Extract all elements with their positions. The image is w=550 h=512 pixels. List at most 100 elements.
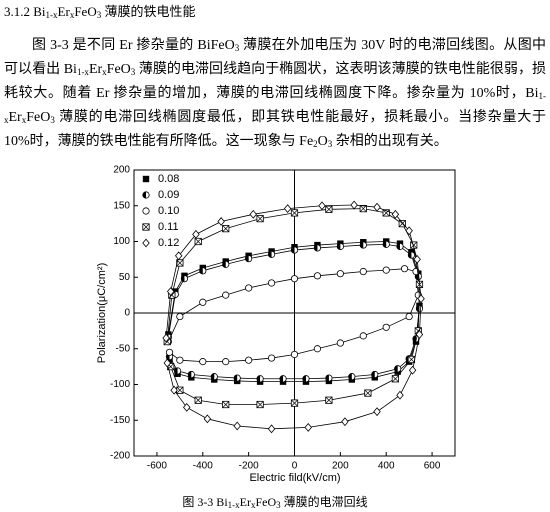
subscript: 3 xyxy=(327,139,333,149)
marker xyxy=(325,374,333,382)
marker xyxy=(313,345,322,353)
x-tick-label: -600 xyxy=(147,461,167,472)
subscript: 1-x xyxy=(76,67,89,77)
marker xyxy=(283,204,292,214)
subscript: x xyxy=(250,500,256,510)
marker-shape xyxy=(359,267,367,276)
marker xyxy=(415,330,424,339)
marker-shape xyxy=(176,386,184,394)
marker-shape xyxy=(412,335,417,342)
marker-shape xyxy=(341,417,349,427)
marker xyxy=(163,358,171,368)
marker-shape xyxy=(267,424,276,434)
legend: 0.08 0.09 0.10 0.11 0.12 xyxy=(142,173,179,249)
marker-shape xyxy=(162,333,170,343)
section-heading: 3.1.2 Bi1-xErxFeO3 薄膜的铁电性能 xyxy=(4,2,195,22)
legend-marker xyxy=(142,223,150,231)
subscript: 1-x xyxy=(45,10,58,20)
subscript: 2 xyxy=(313,139,318,149)
marker-shape xyxy=(359,332,367,340)
marker-shape xyxy=(314,244,318,252)
marker-shape xyxy=(176,356,184,364)
text-run: FeO xyxy=(255,495,277,509)
marker xyxy=(400,265,409,273)
marker xyxy=(336,242,344,251)
marker xyxy=(176,356,184,364)
text-run: Er xyxy=(57,4,70,19)
marker-shape xyxy=(199,267,203,275)
marker-shape xyxy=(337,243,341,250)
marker-shape xyxy=(142,191,146,199)
text-run: 薄膜的铁电性能 xyxy=(101,4,196,19)
subscript: 3 xyxy=(234,43,240,53)
marker xyxy=(359,241,367,249)
marker xyxy=(373,202,381,212)
marker-shape xyxy=(408,365,417,375)
series-line xyxy=(166,208,420,405)
text-run: FeO xyxy=(26,110,51,125)
legend-marker xyxy=(142,175,150,183)
marker xyxy=(382,266,390,274)
marker-shape xyxy=(222,261,226,268)
marker-shape xyxy=(405,226,413,236)
marker-shape xyxy=(417,294,425,304)
marker-shape xyxy=(268,251,272,258)
marker xyxy=(173,367,182,375)
marker-shape xyxy=(267,279,276,287)
x-tick-label: 200 xyxy=(332,461,349,472)
paragraph: 图 3-3 是不同 Er 掺杂量的 BiFeO3 薄膜在外加电压为 30V 时的… xyxy=(4,34,546,154)
subscript: x xyxy=(102,67,107,77)
x-tick-label: 0 xyxy=(292,461,298,472)
text-run: Er xyxy=(8,110,22,125)
marker xyxy=(245,356,253,364)
marker-shape xyxy=(382,266,390,274)
marker xyxy=(217,217,225,226)
marker-shape xyxy=(391,209,400,219)
marker-shape xyxy=(304,422,312,432)
marker-shape xyxy=(382,209,390,217)
series-line xyxy=(165,204,422,430)
marker xyxy=(176,312,184,321)
marker-shape xyxy=(398,220,406,228)
y-tick-label: 100 xyxy=(113,236,130,247)
x-tick-label: -200 xyxy=(239,461,259,472)
y-tick-label: 50 xyxy=(119,272,131,283)
marker xyxy=(267,424,276,434)
marker-shape xyxy=(166,287,175,296)
marker xyxy=(249,209,257,219)
marker-shape xyxy=(313,272,322,280)
marker xyxy=(325,396,333,404)
text-run: FeO xyxy=(106,62,131,77)
marker xyxy=(256,375,264,383)
marker xyxy=(290,399,299,407)
marker-shape xyxy=(233,421,241,431)
subscript: 3 xyxy=(276,500,281,510)
marker xyxy=(245,284,253,292)
marker xyxy=(336,339,344,347)
marker-shape xyxy=(165,348,174,356)
marker-shape xyxy=(142,223,150,231)
marker-shape xyxy=(245,356,253,364)
marker xyxy=(222,291,230,299)
series-line xyxy=(167,243,420,380)
marker xyxy=(245,255,253,263)
marker-shape xyxy=(199,298,207,306)
marker xyxy=(162,333,170,343)
marker-shape xyxy=(313,345,322,353)
subscript: x xyxy=(21,115,27,125)
marker xyxy=(222,358,230,366)
marker xyxy=(199,267,207,275)
marker xyxy=(341,417,349,427)
marker xyxy=(371,370,379,379)
marker xyxy=(267,250,276,258)
marker xyxy=(210,373,218,381)
text-run: 杂相的出现有关。 xyxy=(332,134,448,149)
x-tick-label: 400 xyxy=(378,461,395,472)
marker-shape xyxy=(249,209,257,219)
marker-shape xyxy=(174,367,178,375)
marker xyxy=(256,400,264,409)
marker xyxy=(180,275,189,283)
marker xyxy=(405,312,413,321)
marker-shape xyxy=(325,374,329,382)
